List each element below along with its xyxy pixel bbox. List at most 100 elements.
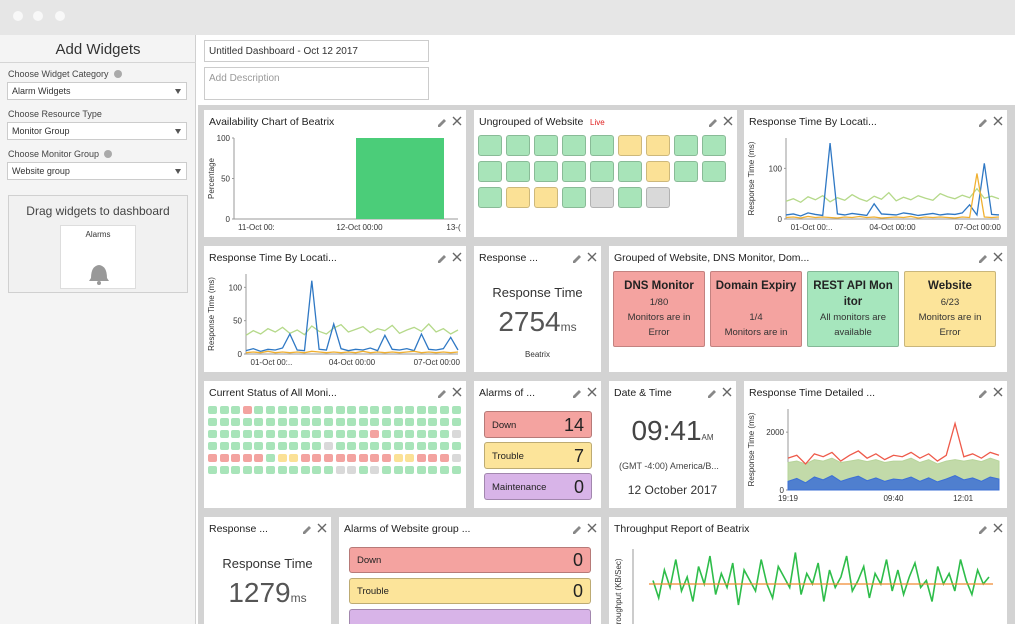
y-tick-label: 0: [780, 486, 785, 495]
status-cell: [646, 187, 670, 208]
status-row: [208, 442, 463, 450]
status-cell: [440, 454, 449, 462]
sidebar-title: Add Widgets: [55, 41, 141, 58]
status-cell: [335, 418, 345, 426]
status-cell: [478, 135, 502, 156]
widget-title: Current Status of All Moni...: [209, 387, 337, 399]
edit-icon: [438, 255, 446, 263]
status-cell: [393, 466, 403, 474]
status-cell: [231, 466, 241, 474]
y-axis-label: Response Time (ms): [207, 277, 216, 351]
status-cell: [231, 418, 241, 426]
clock-line: 09:41AM: [609, 415, 736, 447]
status-cell: [277, 466, 287, 474]
alarm-row: [349, 609, 591, 624]
status-cell: [405, 466, 415, 474]
series-line: [785, 173, 1000, 219]
status-cell: [335, 406, 345, 414]
status-cell: [289, 406, 299, 414]
group-name: Website: [928, 280, 972, 292]
status-cell: [242, 442, 252, 450]
status-cell: [324, 418, 333, 426]
window-dot: [55, 11, 65, 21]
x-tick-label: 07-Oct 00:00: [414, 358, 461, 367]
alarm-count: 0: [572, 581, 583, 601]
status-cell: [382, 454, 391, 462]
alarm-label: Trouble: [492, 450, 524, 462]
chart: [979, 523, 1003, 534]
description-input: Add Description: [204, 67, 429, 100]
status-cell: [324, 442, 333, 450]
y-tick-label: 0: [238, 350, 243, 359]
widget: Throughput Report of Beatrix Throughput (…: [609, 517, 1007, 624]
close-icon: [722, 387, 732, 397]
status-cell: [312, 418, 322, 426]
metric-label: Response Time: [222, 556, 313, 571]
close-icon: [587, 523, 597, 533]
chart: [979, 387, 1003, 398]
widget: Availability Chart of Beatrix Percentage 0…: [204, 110, 466, 237]
widget-title: Response ...: [479, 252, 538, 264]
widget: Grouped of Website, DNS Monitor, Dom... D…: [609, 246, 1007, 372]
group-count: 6/23: [940, 297, 960, 308]
status-cell: [242, 430, 252, 438]
widget: Current Status of All Moni...: [204, 381, 466, 508]
edit-icon: [573, 255, 581, 263]
group-card: REST API Monitor All monitors are availab…: [807, 271, 899, 347]
status-cell: [370, 430, 380, 438]
status-row: [478, 135, 730, 156]
status-cell: [618, 161, 642, 182]
status-cell: [289, 418, 299, 426]
status-cell: [254, 406, 264, 414]
status-cell: [289, 466, 299, 474]
status-cell: [266, 454, 275, 462]
status-cell: [219, 406, 229, 414]
status-cell: [451, 442, 461, 450]
widget-title: Response Time Detailed ...: [749, 387, 876, 399]
edit-icon: [709, 119, 717, 127]
y-axis-label: Response Time (ms): [747, 412, 756, 486]
clock-date: 12 October 2017: [627, 483, 718, 497]
widget-title: Response Time By Locati...: [209, 252, 337, 264]
chart: Response Time (ms) 0 50 100 01-Oct 00:.. 04-O…: [207, 274, 461, 367]
status-cell: [416, 454, 426, 462]
status-cell: [646, 161, 670, 182]
status-cell: [618, 135, 642, 156]
chart: [708, 387, 732, 398]
alarm-label: Trouble: [357, 586, 389, 597]
field-label: Choose Monitor Group: [8, 149, 100, 159]
group-info: 1/80 Monitors are in Error: [616, 295, 702, 340]
status-cell: [440, 442, 449, 450]
status-cell: [562, 187, 586, 208]
widget-title: Availability Chart of Beatrix: [209, 116, 335, 128]
status-cell: [324, 430, 333, 438]
chart: Response Time (ms) 0 100 01-Oct 00:.. 04-Oct…: [747, 138, 1001, 232]
x-tick-label: 04-Oct 00:00: [329, 358, 376, 367]
x-tick-label: 19:19: [778, 494, 799, 503]
status-cell: [312, 454, 322, 462]
widget: Response ... Response Time 1279ms: [204, 517, 331, 624]
status-cell: [506, 187, 530, 208]
metric-unit: ms: [560, 320, 577, 334]
widget-card: Alarms: [60, 225, 136, 289]
status-cell: [219, 430, 229, 438]
edit-icon: [979, 526, 987, 534]
group-info: 6/23 Monitors are in Error: [907, 295, 993, 340]
x-tick-label: 09:40: [883, 494, 904, 503]
status-cell: [254, 442, 264, 450]
status-cell: [277, 430, 287, 438]
status-cell: [428, 454, 438, 462]
status-cell: [370, 466, 380, 474]
group-info: 1/4 Monitors are in: [713, 310, 799, 340]
status-cell: [590, 161, 614, 182]
chart: [438, 252, 462, 263]
clock-zone: (GMT -4:00) America/B...: [619, 461, 719, 471]
status-cell: [382, 430, 391, 438]
status-cell: [405, 418, 415, 426]
status-cell: [590, 187, 614, 208]
bar: [356, 138, 444, 219]
metric-line: 2754ms: [474, 306, 601, 338]
group-name: DNS Monitor: [624, 280, 694, 292]
status-cell: [370, 418, 380, 426]
status-cell: [358, 406, 368, 414]
